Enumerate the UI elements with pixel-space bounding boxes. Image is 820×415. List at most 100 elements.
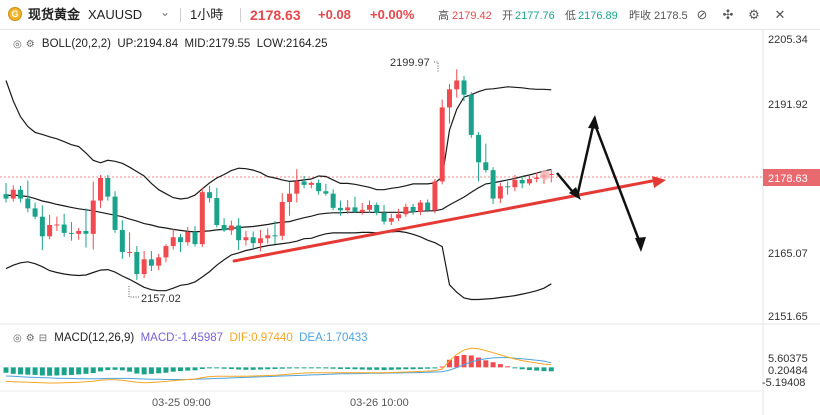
macd-bar <box>10 367 16 374</box>
candlestick-series <box>3 69 554 280</box>
candle-body <box>548 173 554 176</box>
boll-legend[interactable]: ◎ ⚙ BOLL(20,2,2) UP:2194.84 MID:2179.55 L… <box>13 37 328 52</box>
candle-body <box>170 237 176 247</box>
close-icon[interactable]: ✕ <box>774 7 786 22</box>
macd-bar <box>199 367 205 369</box>
candle-body <box>425 202 431 211</box>
candle-body <box>497 186 503 199</box>
move-icon[interactable]: ✣ <box>722 7 734 22</box>
collapse-icon[interactable]: ⊟ <box>38 333 48 344</box>
macd-bar <box>68 367 74 375</box>
macd-bar <box>228 367 234 369</box>
candle-body <box>68 232 74 234</box>
macd-bar <box>439 366 445 368</box>
macd-axis: 5.60375 0.20484 -5.19408 <box>762 353 808 389</box>
candle-body <box>61 224 67 233</box>
eye-icon[interactable]: ◎ <box>13 39 22 50</box>
macd-bar <box>345 367 351 369</box>
candle-body <box>323 191 329 194</box>
macd-legend[interactable]: ◎ ⚙ ⊟ MACD(12,26,9) MACD:-1.45987 DIF:0.97… <box>13 331 368 346</box>
macd-bar <box>141 367 147 375</box>
low-annotation: 2157.02 <box>128 286 181 305</box>
candle-body <box>483 162 489 171</box>
price-axis-label: 2191.92 <box>768 99 808 111</box>
macd-bar <box>287 367 293 369</box>
candle-body <box>381 212 387 222</box>
candle-body <box>39 216 45 237</box>
candle-body <box>265 235 271 239</box>
macd-bar <box>461 354 467 368</box>
price-chart[interactable]: 2199.97 2157.02 2205.34 2191.92 2165.07 … <box>0 30 820 415</box>
candle-body <box>257 238 263 244</box>
symbol-code[interactable]: XAUUSD <box>88 7 143 22</box>
low-marker-label: 2157.02 <box>141 293 181 305</box>
macd-bar <box>308 367 314 369</box>
candle-body <box>32 208 38 217</box>
settings-icon[interactable]: ⚙ <box>25 333 35 344</box>
forecast-arrow-up[interactable] <box>575 121 596 198</box>
high-label: 高 <box>438 10 449 22</box>
settings-icon[interactable]: ⚙ <box>25 39 35 50</box>
macd-bar <box>32 367 38 375</box>
candle-body <box>10 189 16 199</box>
dif-line <box>5 347 552 384</box>
candle-body <box>236 225 242 241</box>
candle-body <box>18 189 24 199</box>
macd-bar <box>548 367 554 372</box>
candle-body <box>301 181 307 185</box>
trendline-drawing[interactable] <box>232 176 666 263</box>
candle-body <box>410 206 416 212</box>
macd-bar <box>534 367 540 371</box>
macd-bar <box>90 367 96 374</box>
forecast-arrow-down-2[interactable] <box>592 121 642 244</box>
macd-bar <box>47 367 53 376</box>
candle-body <box>454 80 460 90</box>
macd-bar <box>512 367 518 369</box>
macd-bar <box>526 367 532 371</box>
price-axis-label: 2165.07 <box>768 248 808 260</box>
candle-body <box>505 186 511 188</box>
price-axis: 2205.34 2191.92 2165.07 2151.65 2178.63 <box>763 34 820 323</box>
settings-icon[interactable]: ⚙ <box>748 7 760 22</box>
macd-bar <box>337 367 343 369</box>
macd-bar <box>403 367 409 370</box>
macd-bar <box>170 367 176 372</box>
candle-body <box>177 237 183 243</box>
candle-body <box>526 178 532 184</box>
candle-body <box>468 94 474 135</box>
eye-off-icon[interactable]: ⊘ <box>696 7 708 22</box>
forecast-arrows[interactable] <box>556 115 646 252</box>
macd-bar <box>272 367 278 369</box>
dea-value: DEA:1.70433 <box>299 332 368 344</box>
candle-body <box>374 204 380 213</box>
candle-body <box>156 257 162 266</box>
macd-bar <box>294 367 300 369</box>
candle-body <box>207 192 213 199</box>
open-label: 开 <box>502 10 513 22</box>
macd-bar <box>257 367 263 370</box>
support-trendline[interactable] <box>232 179 654 263</box>
chevron-down-icon[interactable]: ⌄ <box>160 5 171 19</box>
candle-body <box>221 225 227 231</box>
candle-body <box>308 182 314 185</box>
last-price-dot <box>540 170 550 180</box>
low-value: 2176.89 <box>578 10 618 22</box>
candle-body <box>141 259 147 275</box>
macd-bar <box>490 362 496 368</box>
macd-bar <box>476 357 482 368</box>
time-axis-label: 03-25 09:00 <box>152 397 211 409</box>
price-axis-label: 2205.34 <box>768 34 808 46</box>
symbol-name[interactable]: 现货黄金 <box>28 7 81 22</box>
macd-bar <box>323 367 329 369</box>
macd-bar <box>352 367 358 370</box>
candle-body <box>185 231 191 243</box>
candle-body <box>90 200 96 234</box>
dea-line <box>5 357 552 380</box>
candle-body <box>47 225 53 237</box>
macd-bar <box>374 367 380 370</box>
prev-close-label: 昨收 <box>629 10 651 22</box>
interval-selector[interactable]: 1小時 <box>190 7 224 22</box>
candle-body <box>228 225 234 231</box>
eye-icon[interactable]: ◎ <box>13 333 22 344</box>
arrowhead <box>635 237 646 252</box>
